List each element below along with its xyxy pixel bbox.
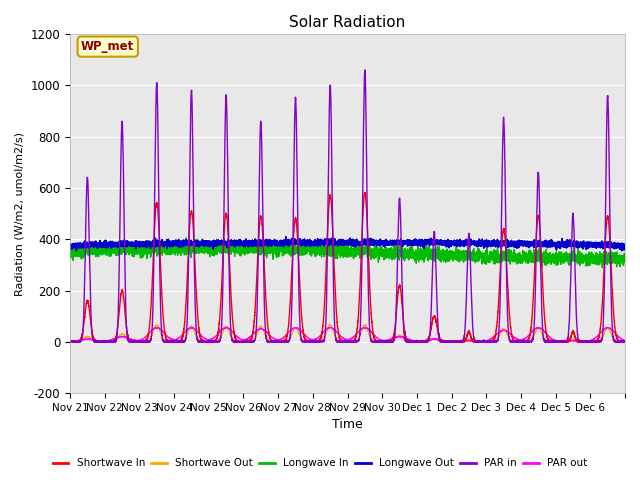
Y-axis label: Radiation (W/m2, umol/m2/s): Radiation (W/m2, umol/m2/s) xyxy=(15,132,25,296)
Text: WP_met: WP_met xyxy=(81,40,134,53)
X-axis label: Time: Time xyxy=(332,419,363,432)
Title: Solar Radiation: Solar Radiation xyxy=(289,15,406,30)
Legend: Shortwave In, Shortwave Out, Longwave In, Longwave Out, PAR in, PAR out: Shortwave In, Shortwave Out, Longwave In… xyxy=(49,454,591,472)
